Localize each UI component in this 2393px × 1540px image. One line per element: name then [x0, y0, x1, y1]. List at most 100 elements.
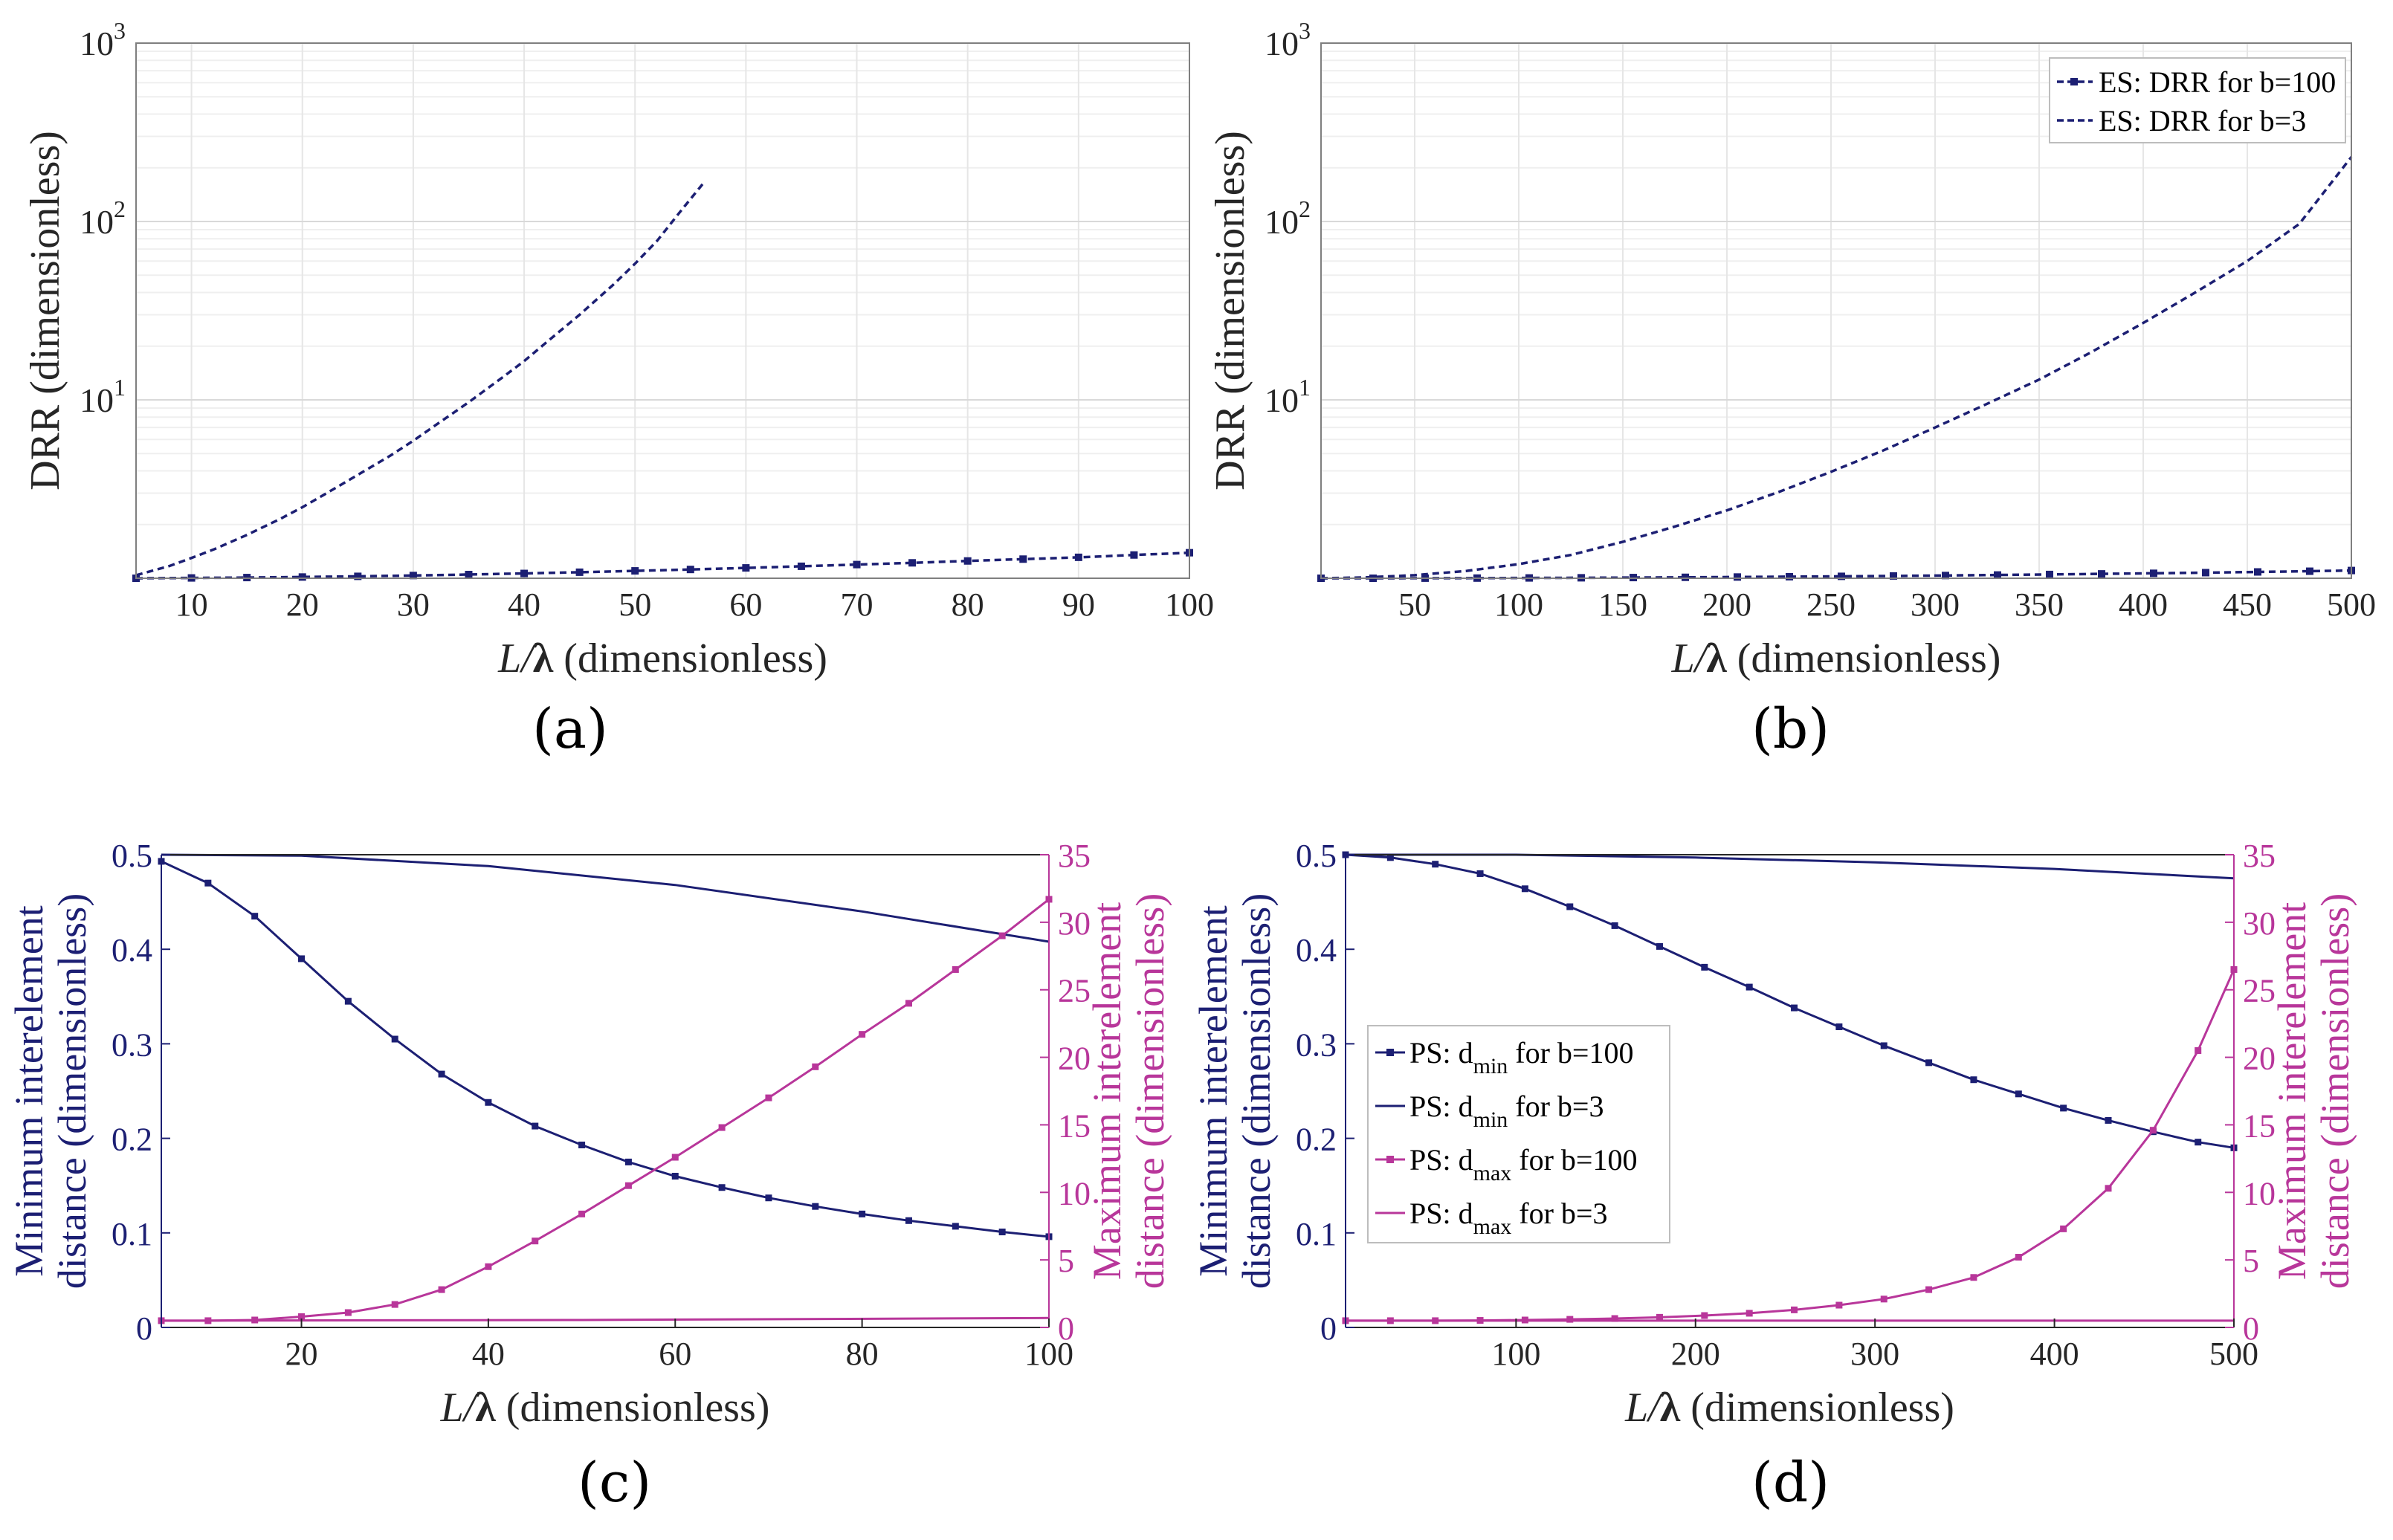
data-point-d-2 [1835, 1301, 1843, 1309]
data-point-a-0 [575, 568, 584, 576]
x-tick-label-b: 300 [1911, 586, 1960, 623]
panel-label-a: (a) [532, 697, 608, 761]
legend-marker-d [1386, 1156, 1394, 1163]
series-line-b-1 [1320, 156, 2353, 580]
y-right-tick-label-d: 15 [2243, 1107, 2276, 1144]
y-right-tick-label-c: 20 [1058, 1041, 1091, 1077]
legend-marker-b [2070, 78, 2078, 85]
data-point-a-0 [631, 567, 639, 575]
series-line-c-0 [161, 860, 1050, 1238]
data-point-d-0 [1432, 861, 1439, 868]
y-left-tick-label-d: 0.3 [1296, 1026, 1337, 1063]
x-tick-label-a: 40 [508, 586, 540, 623]
x-tick-label-a: 70 [841, 586, 873, 623]
data-point-b-0 [1994, 571, 2001, 579]
data-point-d-2 [1745, 1310, 1753, 1317]
x-tick-label-a: 60 [729, 586, 762, 623]
data-point-a-0 [742, 564, 750, 572]
data-point-d-0 [2105, 1116, 2112, 1124]
x-axis-label-b: L/λ (dimensionless) [1671, 635, 2001, 682]
data-point-b-0 [1942, 572, 1949, 580]
data-point-c-0 [344, 997, 352, 1005]
y-right-tick-label-d: 30 [2243, 905, 2276, 942]
data-point-a-0 [908, 559, 917, 567]
legend-label-d: PS: dmin for b=100 [1409, 1036, 1633, 1078]
data-point-c-0 [204, 879, 212, 887]
data-point-a-0 [853, 560, 861, 569]
data-point-a-0 [797, 562, 805, 570]
data-point-c-2 [624, 1182, 632, 1189]
data-point-b-0 [2202, 569, 2209, 577]
data-point-d-2 [1791, 1306, 1798, 1313]
y-left-axis-label-c: Minimum interelement [7, 905, 51, 1276]
chart-c: 20 40 60 80 10000.10.20.30.40.50510152025303… [7, 838, 1172, 1431]
data-point-c-0 [624, 1158, 632, 1165]
data-point-d-2 [1656, 1313, 1663, 1321]
y-axis-label-a: DRR (dimensionless) [22, 131, 68, 491]
data-point-d-0 [1791, 1004, 1798, 1012]
x-tick-label-b: 250 [1806, 586, 1856, 623]
x-tick-label-c: 60 [659, 1336, 691, 1372]
y-left-tick-label-c: 0.2 [112, 1122, 152, 1158]
legend-box-d [1367, 1025, 1670, 1243]
legend-label-b: ES: DRR for b=100 [2099, 65, 2336, 99]
data-point-d-0 [1880, 1042, 1887, 1049]
x-tick-label-b: 150 [1598, 586, 1647, 623]
legend-label-b: ES: DRR for b=3 [2099, 104, 2306, 138]
y-left-tick-label-c: 0.3 [112, 1026, 152, 1063]
x-tick-label-b: 350 [2015, 586, 2064, 623]
y-right-tick-label-c: 5 [1058, 1243, 1074, 1279]
x-tick-label-a: 20 [286, 586, 319, 623]
x-tick-label-b: 200 [1702, 586, 1751, 623]
data-point-b-0 [1734, 573, 1741, 581]
data-point-d-2 [1566, 1316, 1574, 1323]
legend-label-d: PS: dmax for b=3 [1409, 1197, 1607, 1239]
data-point-d-0 [1521, 885, 1528, 893]
y-right-tick-label-c: 30 [1058, 905, 1091, 942]
data-point-d-0 [1925, 1059, 1933, 1067]
data-point-b-0 [2046, 570, 2053, 578]
x-tick-label-b: 100 [1494, 586, 1543, 623]
x-tick-label-a: 50 [619, 586, 651, 623]
data-point-c-2 [532, 1238, 539, 1245]
y-left-tick-label-d: 0.1 [1296, 1216, 1337, 1252]
data-point-c-2 [812, 1063, 819, 1070]
data-point-d-2 [2105, 1185, 2112, 1192]
data-point-b-0 [1786, 572, 1793, 580]
x-tick-label-d: 100 [1491, 1336, 1540, 1372]
panel-label-b: (b) [1751, 697, 1830, 761]
data-point-b-0 [1682, 573, 1689, 581]
data-point-c-2 [998, 932, 1006, 939]
y-right-tick-label-d: 35 [2243, 838, 2276, 874]
data-point-d-2 [1611, 1315, 1618, 1322]
data-point-b-0 [2306, 567, 2313, 575]
data-point-a-0 [298, 573, 306, 581]
x-tick-label-d: 400 [2030, 1336, 2079, 1372]
data-point-a-0 [963, 557, 972, 565]
data-point-c-0 [859, 1210, 866, 1217]
y-tick-label-b: 101 [1265, 374, 1311, 419]
x-tick-label-b: 450 [2223, 586, 2272, 623]
data-point-c-2 [952, 965, 959, 973]
y-tick-label-a: 101 [80, 374, 126, 419]
y-right-tick-label-d: 20 [2243, 1041, 2276, 1077]
x-tick-label-a: 90 [1062, 586, 1095, 623]
series-line-c-1 [161, 853, 1050, 943]
x-tick-label-d: 500 [2209, 1336, 2258, 1372]
data-point-d-0 [1386, 854, 1394, 861]
y-right-tick-label-d: 5 [2243, 1243, 2259, 1279]
x-axis-label-a: L/λ (dimensionless) [497, 635, 827, 682]
data-point-c-2 [859, 1031, 866, 1038]
data-point-c-0 [905, 1217, 912, 1224]
data-point-c-2 [671, 1154, 679, 1161]
data-point-c-2 [718, 1124, 726, 1131]
y-right-tick-label-c: 0 [1058, 1310, 1074, 1347]
y-left-tick-label-d: 0 [1320, 1310, 1337, 1347]
x-tick-label-c: 100 [1024, 1336, 1073, 1372]
data-point-b-0 [2150, 569, 2157, 578]
y-right-tick-label-c: 25 [1058, 973, 1091, 1009]
data-point-d-0 [1701, 963, 1708, 971]
x-tick-label-a: 80 [952, 586, 984, 623]
data-point-b-0 [1838, 572, 1845, 580]
data-point-a-0 [1074, 553, 1082, 561]
